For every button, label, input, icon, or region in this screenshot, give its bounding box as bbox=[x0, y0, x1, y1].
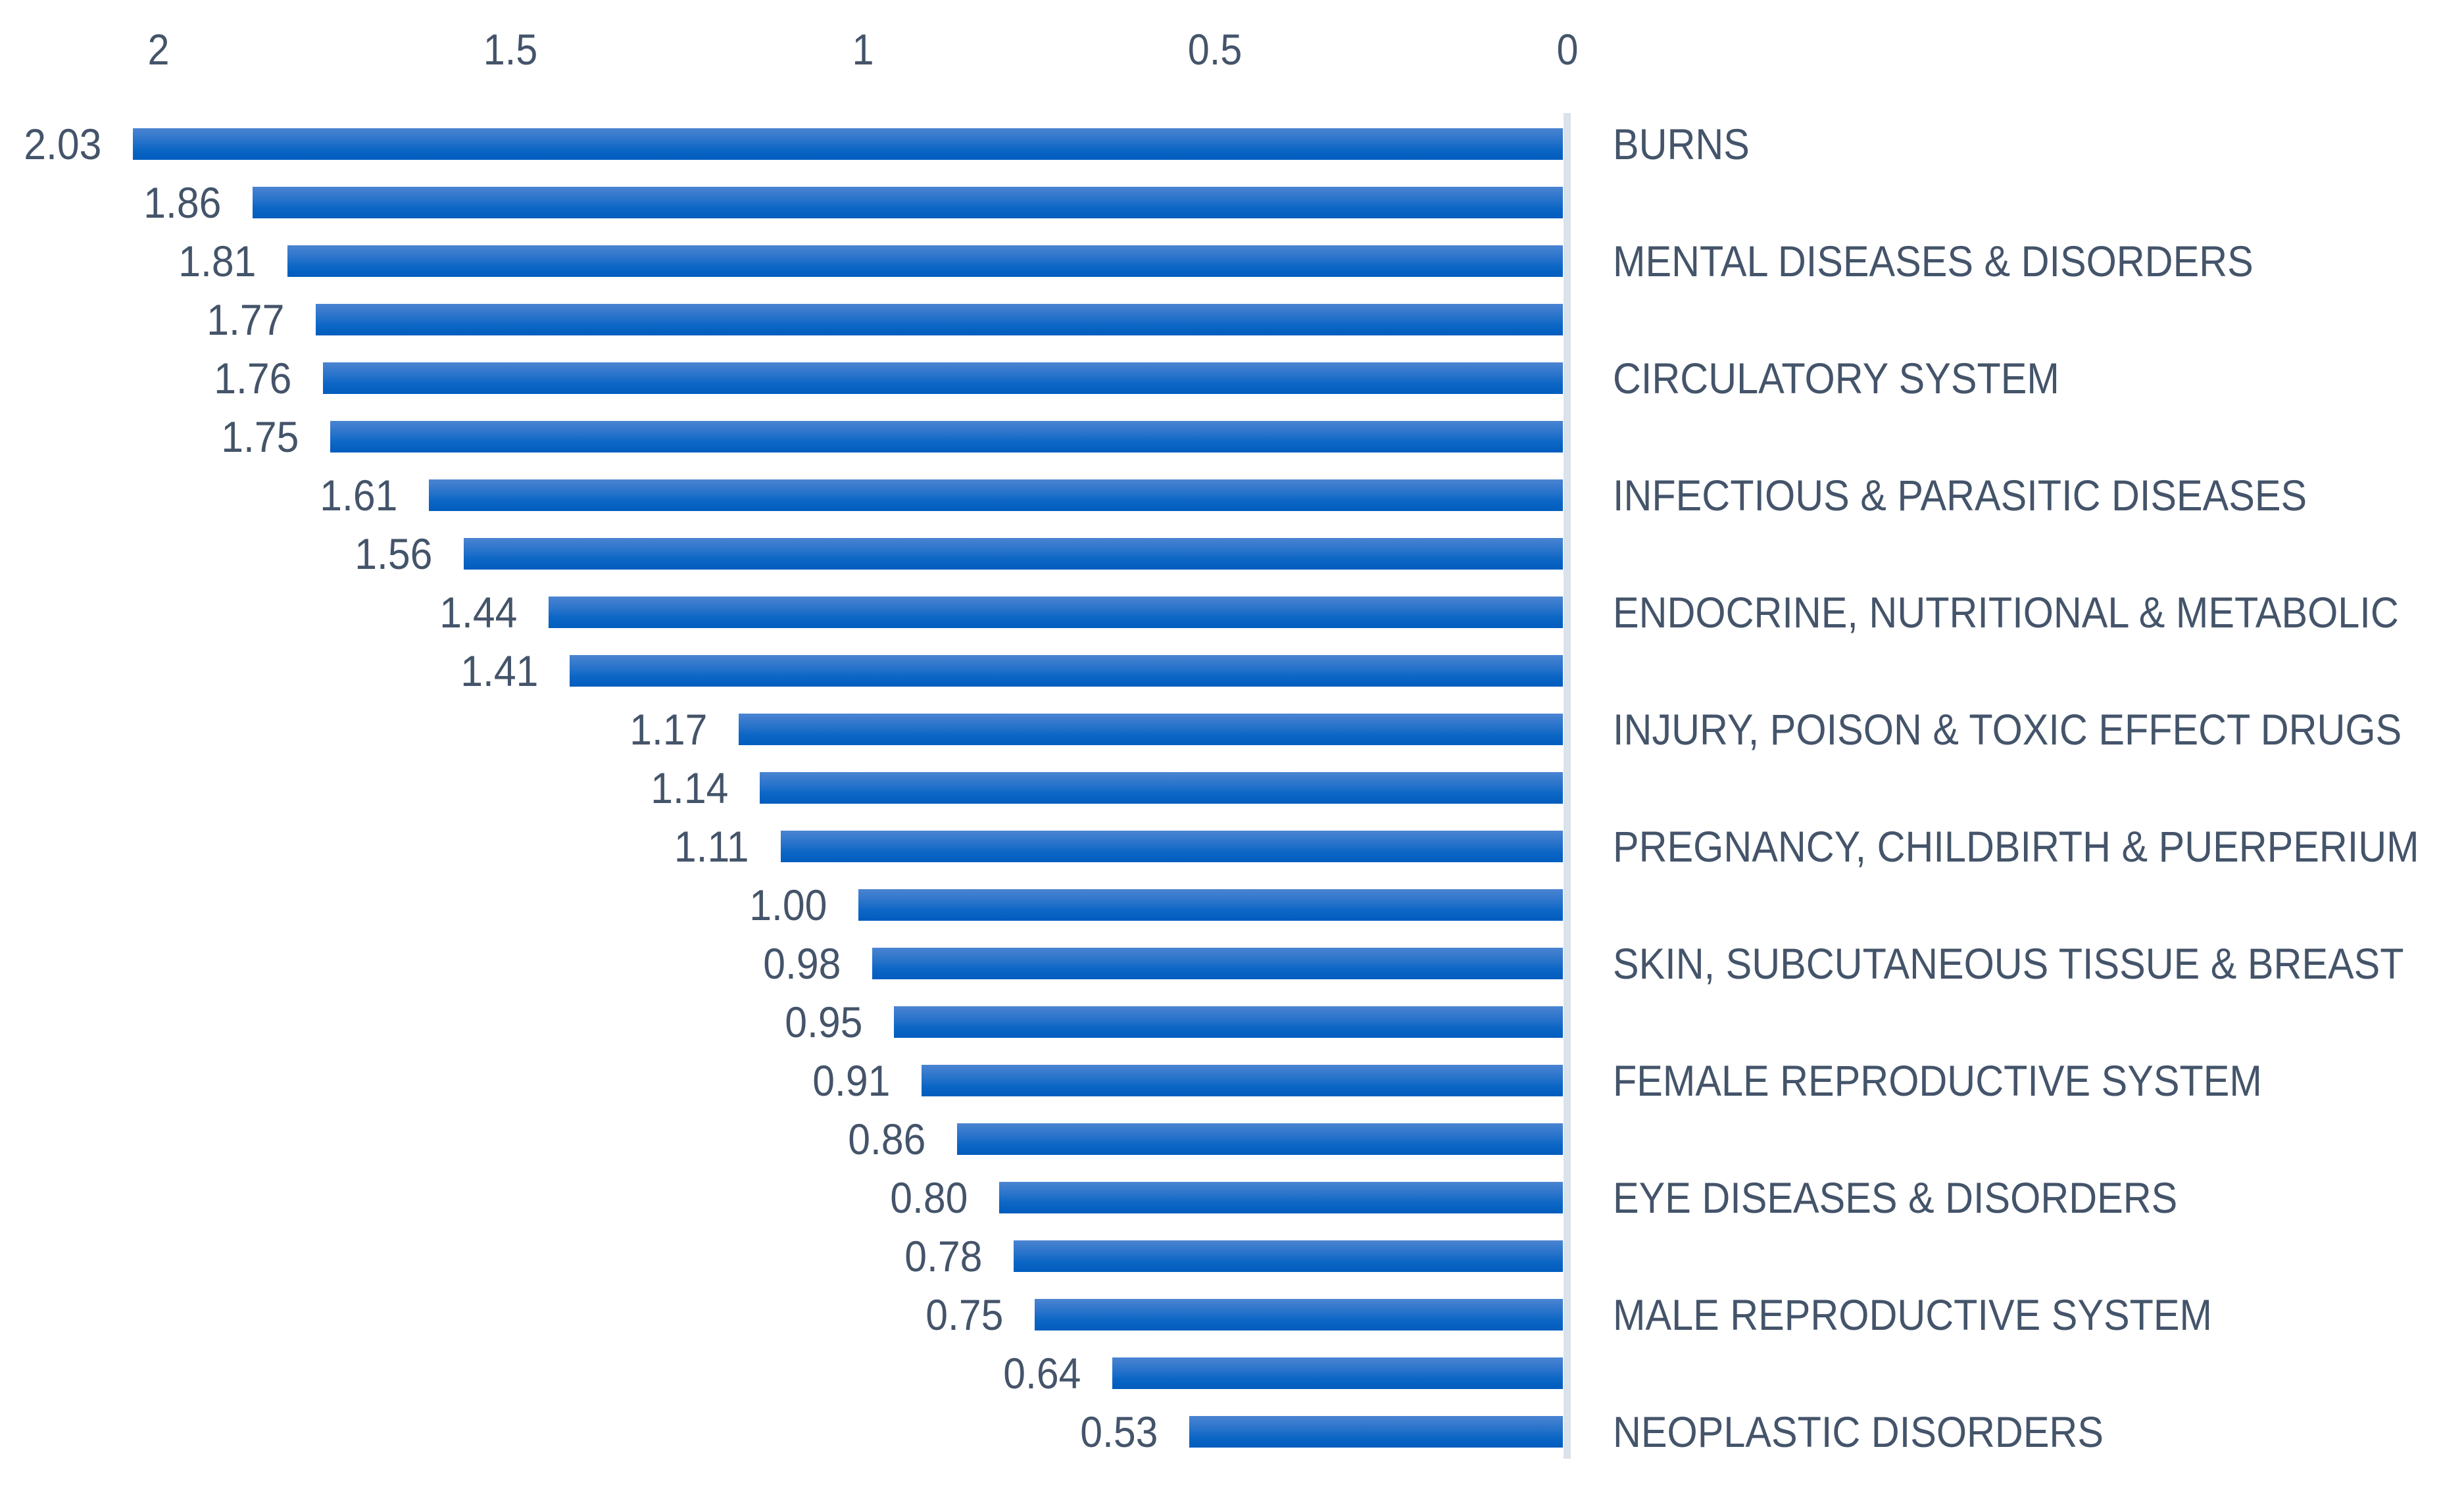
bar bbox=[922, 1065, 1563, 1096]
category-label: INFECTIOUS & PARASITIC DISEASES bbox=[1613, 471, 2307, 520]
bar bbox=[999, 1182, 1563, 1213]
bar bbox=[253, 187, 1563, 218]
x-axis-tick-label: 1.5 bbox=[483, 25, 538, 74]
bar bbox=[1014, 1240, 1563, 1272]
bar bbox=[781, 831, 1563, 862]
bar-value-label: 1.11 bbox=[674, 822, 749, 871]
bar bbox=[464, 538, 1563, 570]
category-label: NEOPLASTIC DISORDERS bbox=[1613, 1407, 2104, 1456]
bar bbox=[316, 304, 1563, 335]
bar-value-label: 1.56 bbox=[354, 529, 432, 578]
bar bbox=[570, 655, 1563, 687]
bar-value-label: 0.78 bbox=[904, 1232, 982, 1281]
bar-value-label: 1.44 bbox=[439, 588, 517, 637]
bar bbox=[760, 772, 1563, 804]
bar bbox=[1112, 1357, 1563, 1389]
category-label: PREGNANCY, CHILDBIRTH & PUERPERIUM bbox=[1613, 822, 2419, 871]
bar bbox=[429, 479, 1563, 511]
category-label: BURNS bbox=[1613, 120, 1750, 168]
bar bbox=[872, 948, 1563, 979]
bar-value-label: 0.91 bbox=[812, 1056, 890, 1105]
bar-value-label: 0.64 bbox=[1002, 1349, 1081, 1398]
bar-value-label: 1.77 bbox=[206, 295, 284, 344]
bar bbox=[1035, 1299, 1563, 1330]
bar-value-label: 1.14 bbox=[650, 764, 728, 812]
category-label: INJURY, POISON & TOXIC EFFECT DRUGS bbox=[1613, 705, 2402, 754]
x-axis-tick-label: 1 bbox=[851, 25, 874, 74]
bar-value-label: 1.00 bbox=[749, 881, 827, 929]
bar-value-label: 1.76 bbox=[213, 354, 291, 403]
bar bbox=[1189, 1416, 1563, 1448]
bar-value-label: 1.17 bbox=[629, 705, 707, 754]
category-label: CIRCULATORY SYSTEM bbox=[1613, 354, 2059, 403]
bar-value-label: 1.86 bbox=[143, 178, 221, 227]
axis-baseline bbox=[1564, 113, 1571, 1459]
category-label: SKIN, SUBCUTANEOUS TISSUE & BREAST bbox=[1613, 939, 2404, 988]
bar-value-label: 0.86 bbox=[847, 1115, 925, 1163]
category-label: MALE REPRODUCTIVE SYSTEM bbox=[1613, 1290, 2212, 1339]
bar bbox=[323, 362, 1563, 394]
bar-value-label: 1.75 bbox=[220, 412, 299, 461]
bar bbox=[330, 421, 1563, 452]
category-label: FEMALE REPRODUCTIVE SYSTEM bbox=[1613, 1056, 2262, 1105]
bar-value-label: 0.95 bbox=[784, 998, 862, 1046]
category-label: EYE DISEASES & DISORDERS bbox=[1613, 1173, 2178, 1222]
bar bbox=[957, 1123, 1563, 1155]
bar bbox=[549, 597, 1563, 628]
category-label: ENDOCRINE, NUTRITIONAL & METABOLIC bbox=[1613, 588, 2399, 637]
bar bbox=[287, 245, 1563, 277]
bar-value-label: 1.61 bbox=[319, 471, 397, 520]
x-axis-tick-label: 0 bbox=[1556, 25, 1579, 74]
bar-value-label: 1.41 bbox=[460, 647, 538, 695]
bar-value-label: 0.80 bbox=[889, 1173, 968, 1222]
bar-value-label: 0.53 bbox=[1079, 1407, 1158, 1456]
bar bbox=[133, 128, 1563, 160]
bar-value-label: 0.98 bbox=[762, 939, 841, 988]
bar bbox=[894, 1006, 1563, 1038]
bar-value-label: 0.75 bbox=[925, 1290, 1003, 1339]
bar-value-label: 1.81 bbox=[178, 237, 256, 285]
category-label: MENTAL DISEASES & DISORDERS bbox=[1613, 237, 2254, 285]
x-axis-tick-label: 0.5 bbox=[1187, 25, 1243, 74]
bar-value-label: 2.03 bbox=[23, 120, 101, 168]
bar bbox=[858, 889, 1563, 921]
bar bbox=[739, 714, 1563, 745]
x-axis-tick-label: 2 bbox=[147, 25, 170, 74]
